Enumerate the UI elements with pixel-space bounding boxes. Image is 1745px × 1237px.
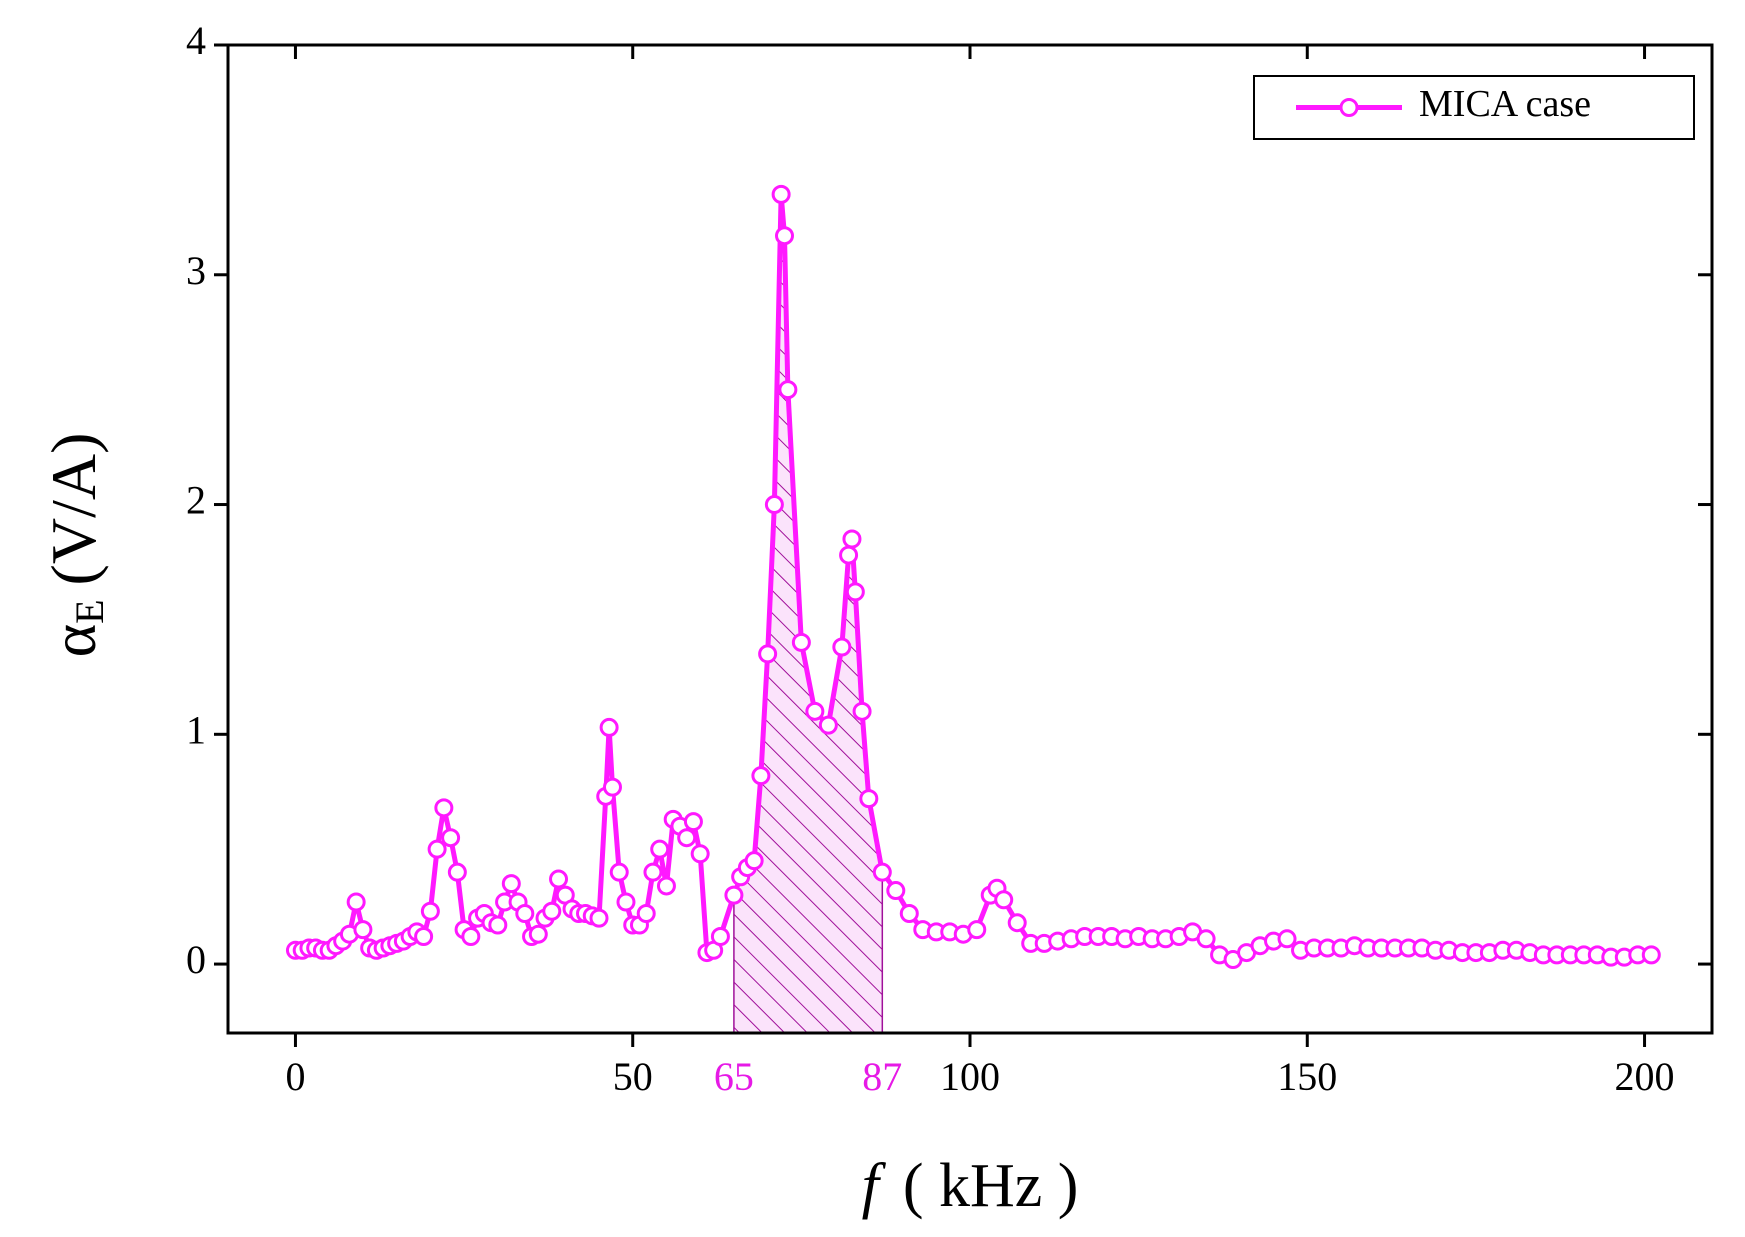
data-point	[643, 862, 663, 882]
data-point	[859, 789, 879, 809]
data-point	[353, 920, 373, 940]
data-point	[771, 184, 791, 204]
x-label-unit: ( kHz )	[903, 1152, 1079, 1220]
data-point	[501, 874, 521, 894]
data-point	[710, 926, 730, 946]
y-label-subscript: E	[67, 599, 112, 623]
y-label-unit: (V/A)	[38, 433, 109, 586]
data-point	[656, 876, 676, 896]
data-point	[778, 380, 798, 400]
data-point	[609, 862, 629, 882]
data-point	[346, 892, 366, 912]
y-tick-label: 4	[186, 18, 206, 63]
data-point	[724, 885, 744, 905]
data-point	[751, 766, 771, 786]
y-tick-label: 2	[186, 478, 206, 523]
data-point	[839, 545, 859, 565]
area-layer	[733, 194, 884, 1033]
data-point	[441, 828, 461, 848]
highlight-tick-label: 65	[714, 1054, 754, 1099]
data-point	[488, 915, 508, 935]
data-point	[414, 926, 434, 946]
data-point	[650, 839, 670, 859]
data-point	[818, 715, 838, 735]
data-point	[758, 644, 778, 664]
data-point	[775, 226, 794, 246]
data-point	[677, 828, 697, 848]
x-tick-label: 200	[1615, 1054, 1675, 1099]
data-point	[683, 812, 703, 832]
data-point	[589, 908, 609, 928]
x-label-symbol: f	[862, 1152, 887, 1220]
data-point	[636, 904, 656, 924]
data-point	[528, 924, 548, 944]
data-point	[994, 890, 1014, 910]
line-layer	[285, 184, 1661, 969]
data-point	[461, 926, 481, 946]
y-label-symbol: α	[38, 624, 109, 658]
y-tick-label: 3	[186, 248, 206, 293]
data-point	[616, 892, 636, 912]
data-point	[1641, 945, 1661, 965]
data-point	[515, 904, 535, 924]
data-point	[690, 844, 710, 864]
legend-marker	[1339, 98, 1359, 117]
series-line	[295, 191, 1652, 962]
data-point	[542, 901, 562, 921]
highlight-tick-label: 87	[862, 1054, 902, 1099]
data-point	[1007, 913, 1027, 933]
x-tick-label: 100	[940, 1054, 1000, 1099]
data-point	[832, 637, 852, 657]
data-point	[427, 839, 447, 859]
x-tick-label: 0	[285, 1054, 305, 1099]
data-point	[899, 904, 919, 924]
data-point	[1196, 929, 1216, 949]
data-point	[549, 869, 569, 889]
data-point	[842, 529, 862, 549]
data-point	[791, 632, 811, 652]
data-point	[967, 920, 987, 940]
data-point	[434, 798, 454, 818]
highlight-area	[733, 194, 884, 1033]
data-point	[447, 862, 467, 882]
data-point	[599, 717, 619, 737]
data-point	[420, 901, 440, 921]
data-point	[886, 881, 906, 901]
y-axis-label: αE (V/A)	[38, 433, 113, 658]
data-point	[1277, 929, 1297, 949]
x-axis-label: f( kHz )	[862, 1152, 1079, 1220]
data-point	[602, 777, 622, 797]
x-tick-label: 50	[613, 1054, 653, 1099]
data-point	[872, 862, 892, 882]
y-tick-label: 0	[186, 937, 206, 982]
y-tick-label: 1	[186, 707, 206, 752]
data-point	[744, 851, 764, 871]
data-point	[845, 582, 865, 602]
legend-label: MICA case	[1419, 83, 1591, 125]
x-tick-label: 150	[1277, 1054, 1337, 1099]
data-point	[805, 701, 825, 721]
plot-frame	[226, 43, 1714, 1035]
data-point	[764, 495, 784, 515]
data-point	[852, 701, 872, 721]
